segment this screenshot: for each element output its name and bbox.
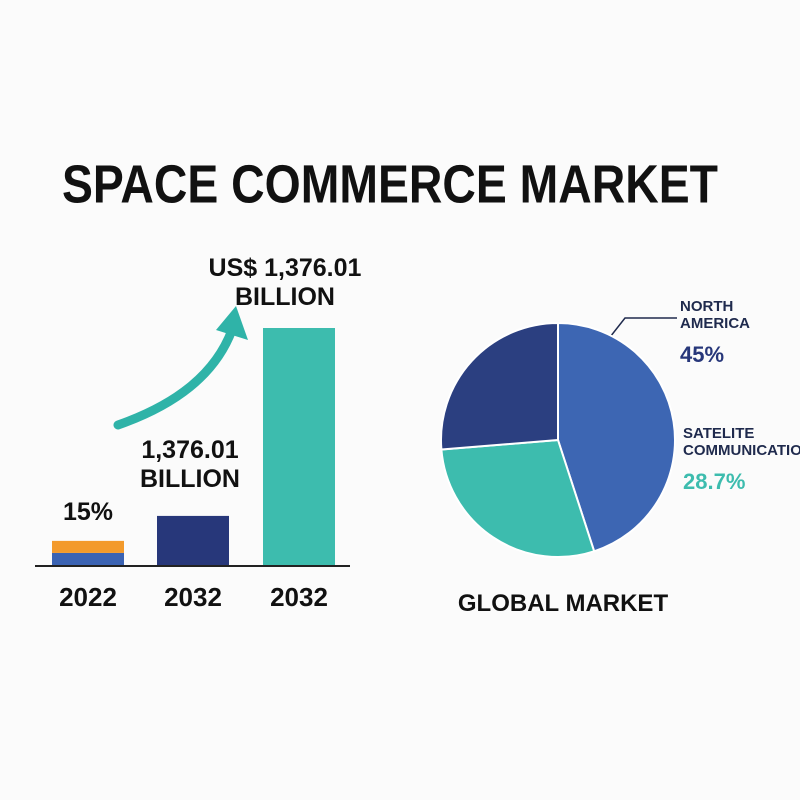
slice-label: SATELITE COMMUNICATION (683, 425, 800, 460)
annotation: 15% (62, 498, 114, 526)
chart-caption: GLOBAL MARKET (457, 590, 669, 617)
x-tick-label: 2032 (270, 582, 328, 612)
slice-value: 45% (680, 342, 725, 367)
bar-segment (263, 328, 335, 565)
annotation: 1,376.01 BILLION (140, 436, 240, 493)
pie-slice (557, 321, 676, 553)
bar-segment (157, 515, 229, 565)
annotation: US$ 1,376.01 BILLION (208, 254, 362, 311)
x-tick-label: 2032 (164, 582, 222, 612)
pie-slice (440, 321, 559, 451)
page-title: SPACE COMMERCE MARKET (62, 154, 718, 214)
slice-value: 28.7% (683, 469, 746, 494)
pie-slice (440, 438, 596, 558)
x-tick-label: 2022 (59, 582, 117, 612)
bar-segment (52, 552, 124, 565)
growth-arrow (113, 325, 237, 430)
slice-label: NORTH AMERICA (680, 298, 750, 333)
arrow-head (216, 306, 248, 340)
bar-segment (52, 540, 124, 553)
